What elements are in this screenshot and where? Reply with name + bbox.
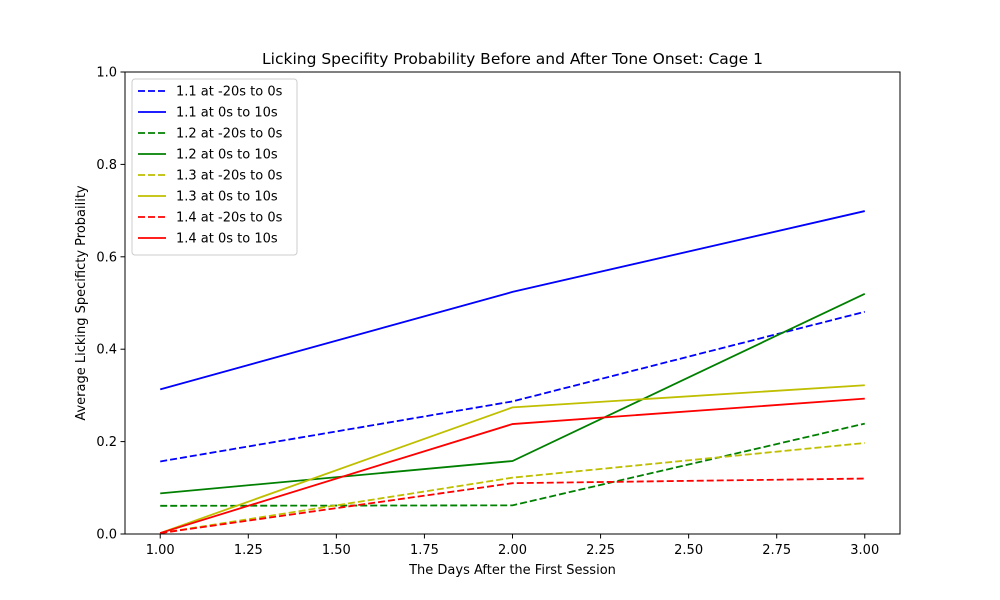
series-line	[159, 210, 865, 391]
legend-box	[131, 78, 298, 256]
x-tick-label: 3.00	[850, 543, 879, 558]
legend-label: 1.3 at -20s to 0s	[176, 169, 283, 184]
x-axis: 1.00 1.25 1.50 1.75 2.00 2.25 2.50 2.75 3.00	[146, 534, 879, 558]
legend: 1.1 at -20s to 0s 1.1 at 0s to 10s 1.2 at …	[131, 78, 298, 256]
legend-label: 1.4 at -20s to 0s	[176, 211, 283, 226]
y-axis-label: Average Licking Specificty Probaility	[74, 185, 89, 421]
y-tick-label: 1.0	[96, 66, 117, 81]
y-tick-label: 0.8	[96, 158, 117, 173]
series-line	[160, 422, 865, 507]
chart-title: Licking Specifity Probability Before and…	[262, 50, 763, 68]
series-line	[160, 442, 865, 534]
series-line	[160, 292, 866, 495]
legend-label: 1.2 at -20s to 0s	[176, 127, 283, 142]
y-tick-label: 0.6	[96, 250, 117, 265]
x-tick-label: 2.75	[762, 543, 791, 558]
y-tick-label: 0.2	[96, 435, 117, 450]
series-line	[159, 384, 865, 534]
x-tick-label: 1.75	[410, 543, 439, 558]
series-line	[160, 310, 865, 463]
plot-frame	[124, 71, 901, 535]
y-tick-label: 0.4	[96, 343, 117, 358]
legend-label: 1.2 at 0s to 10s	[176, 148, 278, 163]
series-layer	[159, 210, 866, 534]
series-line	[159, 397, 865, 534]
x-tick-label: 2.00	[498, 543, 527, 558]
y-tick-label: 0.0	[96, 528, 117, 543]
legend-label: 1.1 at -20s to 0s	[176, 85, 283, 100]
x-axis-label: The Days After the First Session	[408, 563, 616, 578]
legend-label: 1.3 at 0s to 10s	[176, 190, 278, 205]
y-axis: 0.0 0.2 0.4 0.6 0.8 1.0	[96, 66, 125, 543]
series-line	[160, 477, 865, 534]
x-tick-label: 2.50	[674, 543, 703, 558]
legend-label: 1.1 at 0s to 10s	[176, 106, 278, 121]
x-tick-label: 1.25	[234, 543, 263, 558]
x-tick-label: 1.00	[146, 543, 175, 558]
x-tick-label: 1.50	[322, 543, 351, 558]
legend-label: 1.4 at 0s to 10s	[176, 232, 278, 247]
x-tick-label: 2.25	[586, 543, 615, 558]
